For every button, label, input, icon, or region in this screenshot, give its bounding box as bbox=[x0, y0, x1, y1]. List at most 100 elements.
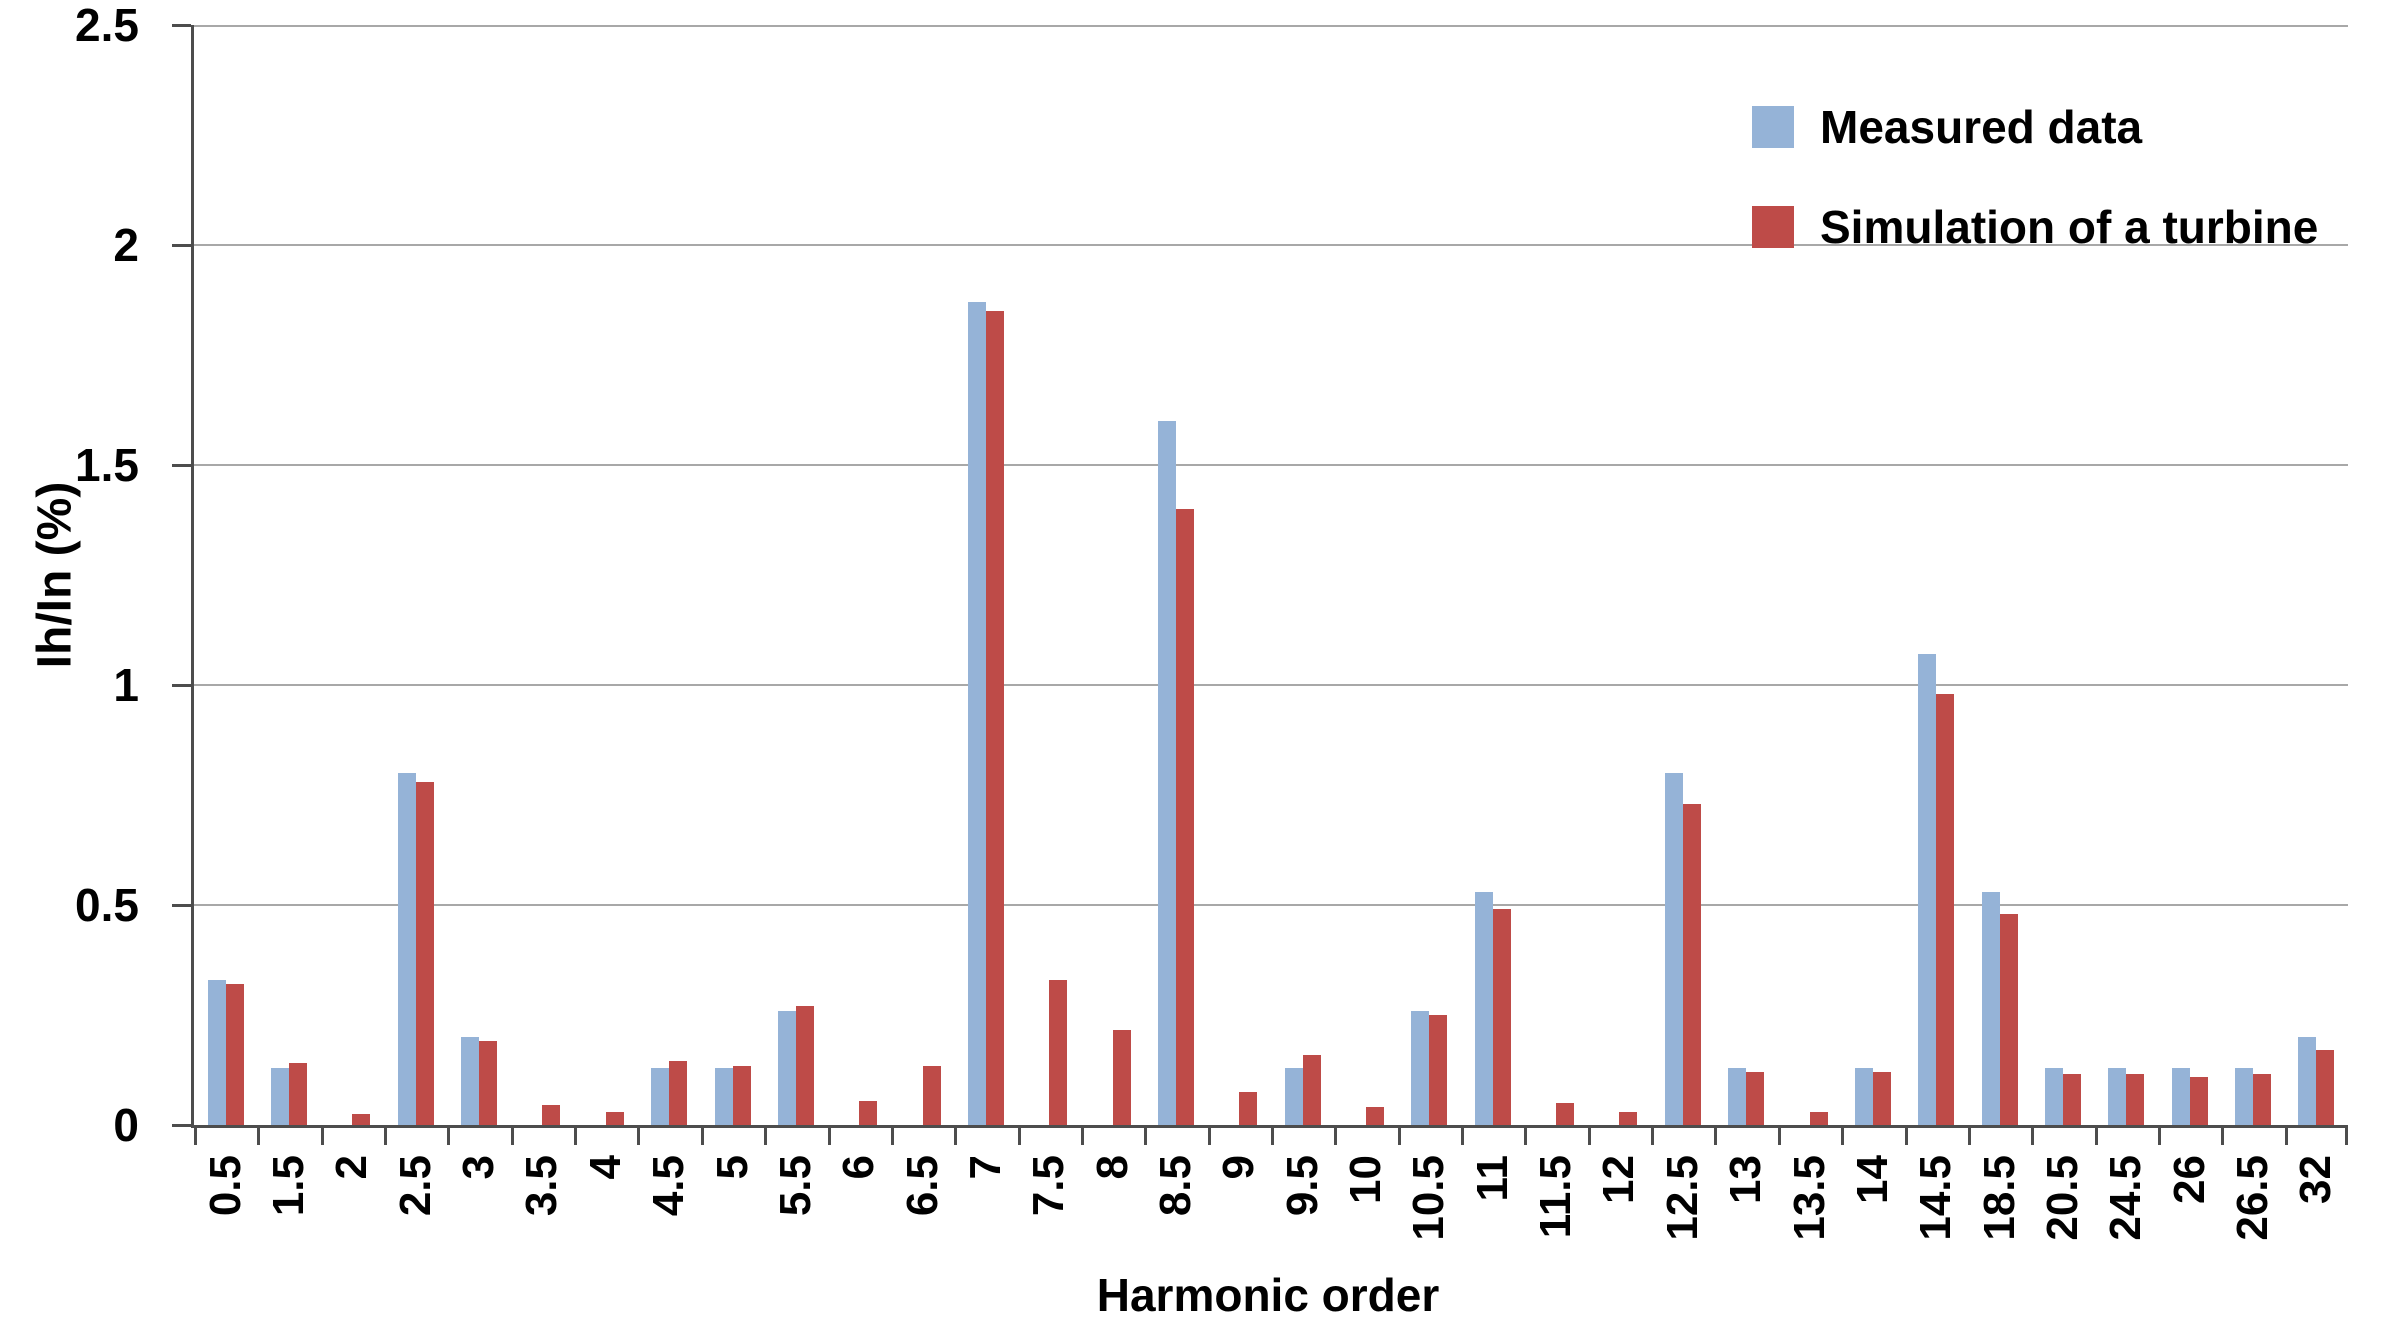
x-axis-tick-mark bbox=[574, 1128, 578, 1145]
x-tick-label: 9.5 bbox=[1277, 1155, 1327, 1217]
y-axis-tick-mark bbox=[172, 904, 191, 907]
x-tick-label: 18.5 bbox=[1974, 1155, 2024, 1241]
bar-simulation-11.5 bbox=[1556, 1103, 1575, 1125]
y-tick-label: 2.5 bbox=[75, 0, 139, 51]
plot-area: Measured data Simulation of a turbine 0 0… bbox=[75, 0, 2348, 1241]
y-axis-title: Ih/In (%) bbox=[28, 481, 82, 669]
bar-simulation-6.5 bbox=[922, 1065, 941, 1125]
y-axis-tick-mark bbox=[172, 684, 191, 687]
x-axis-tick-mark bbox=[1080, 1128, 1084, 1145]
x-tick-label: 14.5 bbox=[1911, 1155, 1961, 1241]
legend-item-measured: Measured data bbox=[1752, 103, 2318, 151]
gridline-2.5 bbox=[194, 25, 2348, 27]
bar-simulation-24.5 bbox=[2126, 1074, 2145, 1125]
bar-simulation-5 bbox=[732, 1065, 751, 1125]
y-tick-label: 0 bbox=[113, 1099, 139, 1151]
x-axis-tick-mark bbox=[954, 1128, 958, 1145]
bar-simulation-11 bbox=[1492, 909, 1511, 1125]
bar-measured-4.5 bbox=[651, 1067, 670, 1125]
x-tick-label: 13.5 bbox=[1784, 1155, 1834, 1241]
x-axis-tick-mark bbox=[1144, 1128, 1148, 1145]
x-tick-label: 12.5 bbox=[1657, 1155, 1707, 1241]
x-tick-label: 5.5 bbox=[770, 1155, 820, 1217]
bar-simulation-13.5 bbox=[1809, 1111, 1828, 1125]
x-tick-label: 3 bbox=[454, 1155, 504, 1180]
x-tick-label: 11 bbox=[1467, 1155, 1517, 1202]
legend-label-simulation: Simulation of a turbine bbox=[1820, 201, 2319, 253]
x-tick-label: 24.5 bbox=[2101, 1155, 2151, 1241]
x-axis-tick-mark bbox=[1461, 1128, 1465, 1145]
bar-measured-0.5 bbox=[207, 979, 226, 1125]
x-tick-label: 3.5 bbox=[517, 1155, 567, 1217]
x-tick-label: 5 bbox=[707, 1155, 757, 1180]
x-tick-label: 7.5 bbox=[1024, 1155, 1074, 1217]
x-tick-label: 4 bbox=[580, 1155, 630, 1180]
bar-measured-14.5 bbox=[1918, 654, 1937, 1125]
x-axis-tick-mark bbox=[1334, 1128, 1338, 1145]
bar-simulation-8.5 bbox=[1175, 509, 1194, 1125]
bar-measured-24.5 bbox=[2108, 1067, 2127, 1125]
bar-simulation-26 bbox=[2189, 1076, 2208, 1125]
legend: Measured data Simulation of a turbine bbox=[1752, 103, 2318, 303]
bar-simulation-1.5 bbox=[289, 1063, 308, 1125]
x-axis-tick-mark bbox=[1271, 1128, 1274, 1145]
x-axis-tick-mark bbox=[1777, 1128, 1781, 1145]
bar-measured-7 bbox=[967, 302, 986, 1125]
bar-simulation-7 bbox=[985, 311, 1004, 1125]
bar-simulation-0.5 bbox=[225, 984, 244, 1125]
x-tick-label: 0.5 bbox=[200, 1155, 250, 1217]
x-tick-label: 32 bbox=[2291, 1155, 2341, 1204]
gridline-0.5 bbox=[194, 904, 2348, 906]
x-axis-tick-mark bbox=[764, 1128, 768, 1145]
bar-simulation-2.5 bbox=[415, 781, 434, 1125]
bar-simulation-13 bbox=[1746, 1072, 1765, 1125]
bar-measured-13 bbox=[1728, 1067, 1747, 1125]
bar-simulation-9.5 bbox=[1302, 1054, 1321, 1125]
y-tick-label: 2 bbox=[113, 219, 139, 271]
x-tick-label: 4.5 bbox=[644, 1155, 694, 1217]
x-tick-label: 6.5 bbox=[897, 1155, 947, 1217]
x-axis-tick-mark bbox=[1967, 1128, 1971, 1145]
x-axis-tick-mark bbox=[1587, 1128, 1591, 1145]
x-tick-label: 10.5 bbox=[1404, 1155, 1454, 1241]
x-axis-tick-mark bbox=[2345, 1128, 2348, 1145]
bar-simulation-6 bbox=[859, 1100, 878, 1125]
bar-simulation-10 bbox=[1366, 1107, 1385, 1125]
x-axis-tick-mark bbox=[700, 1128, 704, 1145]
x-tick-label: 13 bbox=[1721, 1155, 1771, 1204]
x-axis-title: Harmonic order bbox=[1096, 1269, 1440, 1321]
x-axis-tick-mark bbox=[1904, 1128, 1908, 1145]
x-axis-tick-mark bbox=[2221, 1128, 2225, 1145]
bar-simulation-26.5 bbox=[2252, 1074, 2271, 1125]
bar-measured-26 bbox=[2171, 1067, 2190, 1125]
bar-simulation-2 bbox=[352, 1114, 371, 1125]
x-tick-label: 2 bbox=[327, 1155, 377, 1180]
x-axis-tick-mark bbox=[1017, 1128, 1021, 1145]
bar-measured-3 bbox=[461, 1037, 480, 1125]
bar-simulation-3 bbox=[479, 1041, 498, 1125]
y-tick-label: 1.5 bbox=[75, 439, 139, 491]
bar-simulation-8 bbox=[1112, 1030, 1131, 1125]
bar-measured-1.5 bbox=[271, 1067, 290, 1125]
bar-measured-5.5 bbox=[777, 1010, 796, 1125]
legend-label-measured: Measured data bbox=[1820, 101, 2143, 153]
x-tick-label: 9 bbox=[1214, 1155, 1264, 1180]
bar-simulation-9 bbox=[1239, 1092, 1258, 1125]
x-axis-tick-mark bbox=[194, 1128, 197, 1145]
x-tick-label: 6 bbox=[834, 1155, 884, 1180]
bar-simulation-32 bbox=[2316, 1050, 2335, 1125]
x-axis-tick-mark bbox=[2157, 1128, 2161, 1145]
x-axis-tick-mark bbox=[2094, 1128, 2098, 1145]
y-tick-label: 0.5 bbox=[75, 879, 139, 931]
y-axis-tick-mark bbox=[172, 464, 191, 467]
bar-measured-9.5 bbox=[1284, 1067, 1303, 1125]
x-axis-tick-mark bbox=[1714, 1128, 1718, 1145]
y-axis-tick-mark bbox=[172, 244, 191, 247]
x-axis-tick-mark bbox=[257, 1128, 261, 1145]
bar-measured-20.5 bbox=[2044, 1067, 2063, 1125]
x-tick-label: 26 bbox=[2164, 1155, 2214, 1204]
gridline-1.5 bbox=[194, 464, 2348, 466]
bar-measured-32 bbox=[2298, 1037, 2317, 1125]
x-axis-tick-mark bbox=[384, 1128, 388, 1145]
